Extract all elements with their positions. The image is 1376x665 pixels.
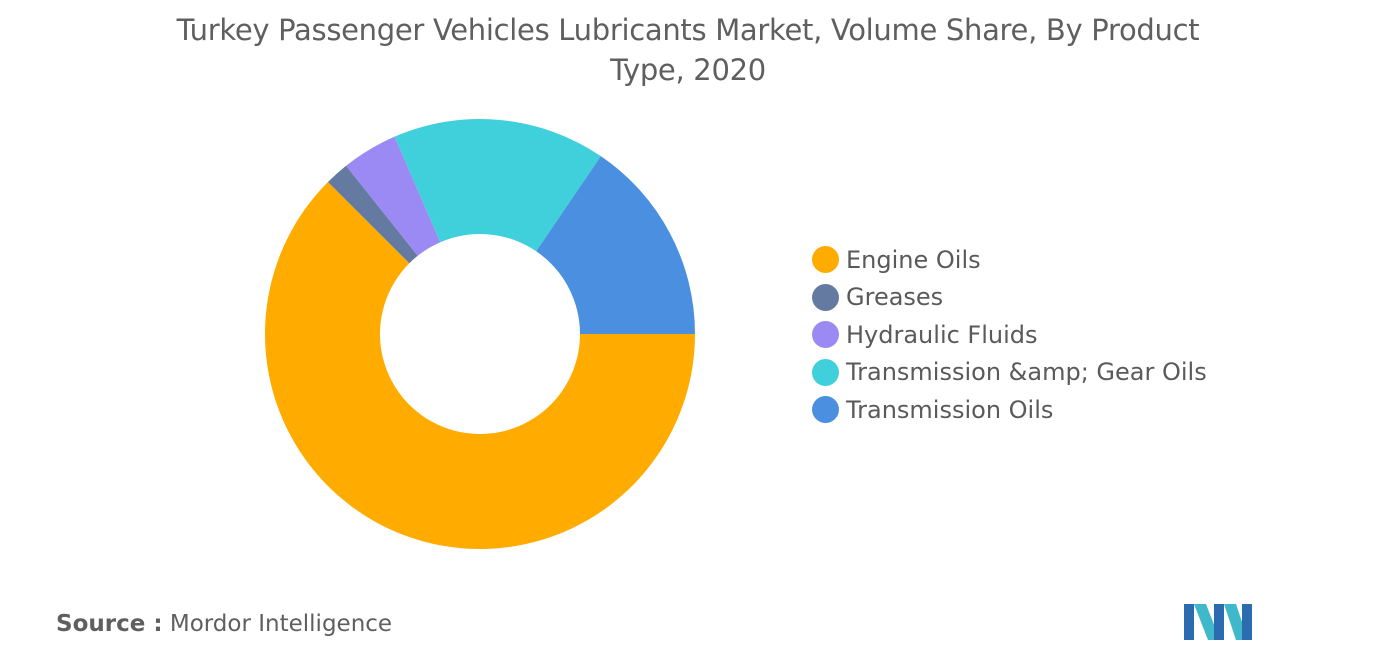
source-text: Mordor Intelligence bbox=[169, 611, 393, 637]
legend-item: Greases bbox=[812, 279, 1207, 317]
donut-slices bbox=[265, 118, 695, 550]
legend-label: Greases bbox=[846, 283, 944, 312]
legend-label: Engine Oils bbox=[846, 245, 981, 274]
legend-label: Transmission Oils bbox=[846, 395, 1054, 424]
slice-greases bbox=[327, 165, 418, 264]
slice-engine-oils bbox=[265, 181, 695, 550]
legend-label: Transmission &amp; Gear Oils bbox=[846, 358, 1207, 387]
legend-item: Engine Oils bbox=[812, 241, 1207, 279]
mordor-intelligence-logo bbox=[1184, 604, 1252, 640]
legend-swatch bbox=[812, 321, 839, 349]
legend-item: Transmission Oils bbox=[812, 391, 1207, 429]
slice-transmission-amp-gear-oils bbox=[394, 118, 601, 252]
chart-title: Turkey Passenger Vehicles Lubricants Mar… bbox=[176, 13, 1200, 87]
legend-swatch bbox=[812, 283, 839, 311]
legend-swatch bbox=[812, 358, 839, 386]
legend-item: Transmission &amp; Gear Oils bbox=[812, 354, 1207, 392]
source-note: Source : Mordor Intelligence bbox=[56, 611, 392, 637]
legend-item: Hydraulic Fluids bbox=[812, 316, 1207, 354]
legend-label: Hydraulic Fluids bbox=[846, 320, 1038, 349]
legend-swatch bbox=[812, 246, 839, 274]
slice-hydraulic-fluids bbox=[346, 136, 441, 256]
legend-swatch bbox=[812, 396, 839, 424]
chart-legend: Engine Oils Greases Hydraulic Fluids Transm… bbox=[812, 241, 1207, 429]
slice-transmission-oils bbox=[536, 156, 695, 334]
source-prefix: Source : bbox=[56, 611, 163, 637]
